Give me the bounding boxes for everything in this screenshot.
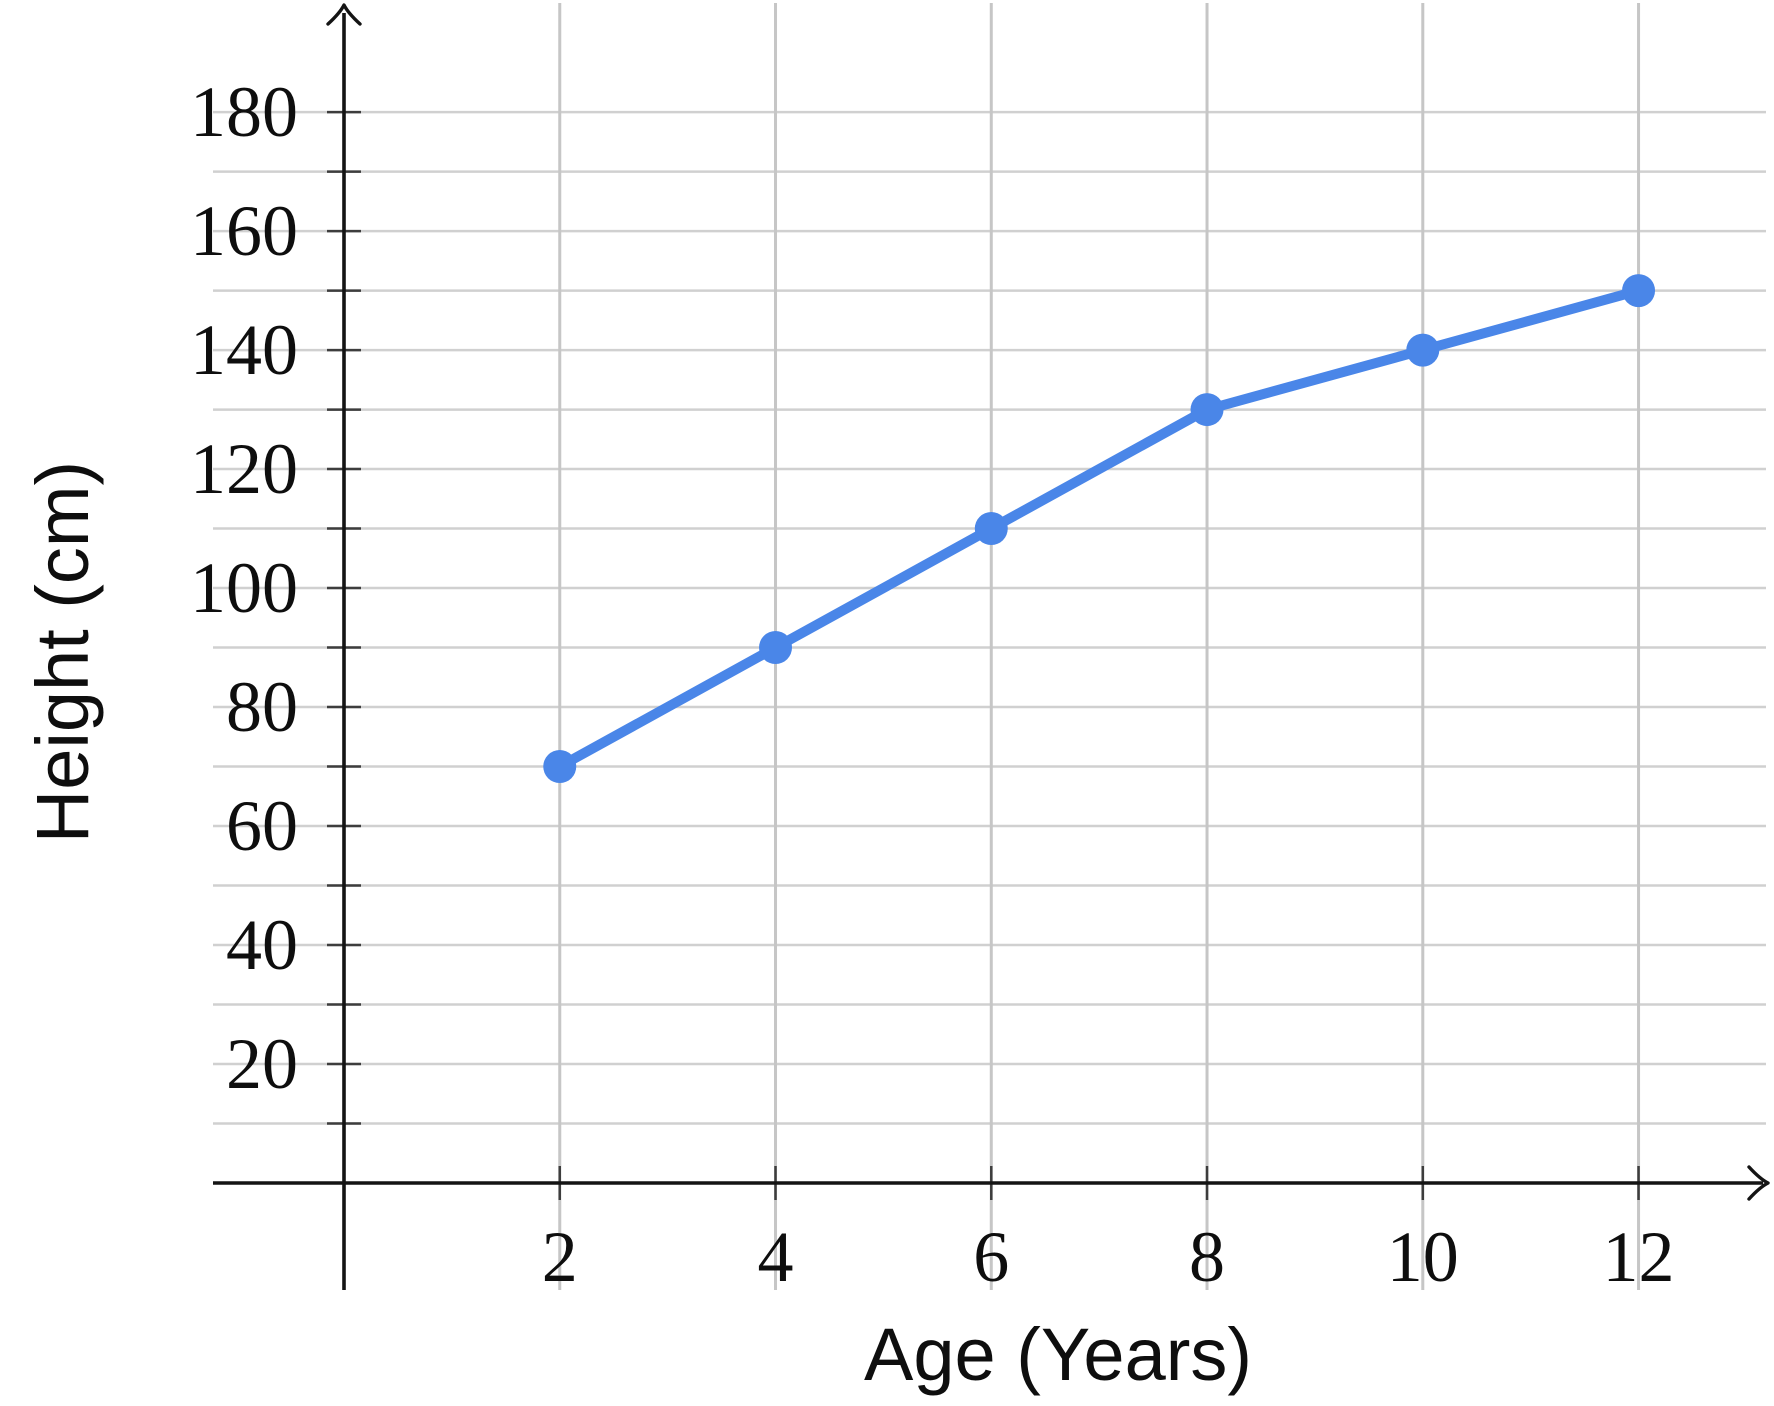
horizontal-gridlines xyxy=(213,110,1766,1125)
y-tick-label: 40 xyxy=(226,905,298,985)
data-point xyxy=(1406,333,1440,367)
data-point xyxy=(543,750,577,784)
x-tick-label: 10 xyxy=(1387,1217,1459,1297)
y-tick-label: 160 xyxy=(190,191,298,271)
data-point xyxy=(1190,393,1224,427)
y-tick-labels: 20 40 60 80 100 120 140 160 180 xyxy=(190,72,298,1104)
x-tick-label: 6 xyxy=(973,1217,1009,1297)
data-series xyxy=(543,274,1656,784)
y-tick-label: 80 xyxy=(226,667,298,747)
x-tick-label: 12 xyxy=(1603,1217,1675,1297)
y-tick-label: 120 xyxy=(190,429,298,509)
x-tick-label: 2 xyxy=(542,1217,578,1297)
y-tick-label: 20 xyxy=(226,1024,298,1104)
vertical-gridlines xyxy=(558,3,1641,1290)
x-tick-label: 4 xyxy=(758,1217,794,1297)
y-tick-label: 140 xyxy=(190,310,298,390)
y-axis-arrowhead xyxy=(326,3,362,26)
data-point xyxy=(974,512,1008,546)
x-tick-label: 8 xyxy=(1189,1217,1225,1297)
axes xyxy=(213,3,1770,1290)
data-point xyxy=(1622,274,1656,308)
x-tick-labels: 2 4 6 8 10 12 xyxy=(542,1217,1675,1297)
y-tick-label: 180 xyxy=(190,72,298,152)
axis-ticks xyxy=(327,110,1640,1200)
data-line xyxy=(554,285,1644,772)
x-axis-title: Age (Years) xyxy=(864,1313,1252,1396)
x-axis-arrowhead xyxy=(1747,1165,1770,1201)
y-tick-label: 60 xyxy=(226,786,298,866)
data-point xyxy=(759,631,793,665)
y-tick-label: 100 xyxy=(190,548,298,628)
y-axis-title: Height (cm) xyxy=(21,461,104,843)
